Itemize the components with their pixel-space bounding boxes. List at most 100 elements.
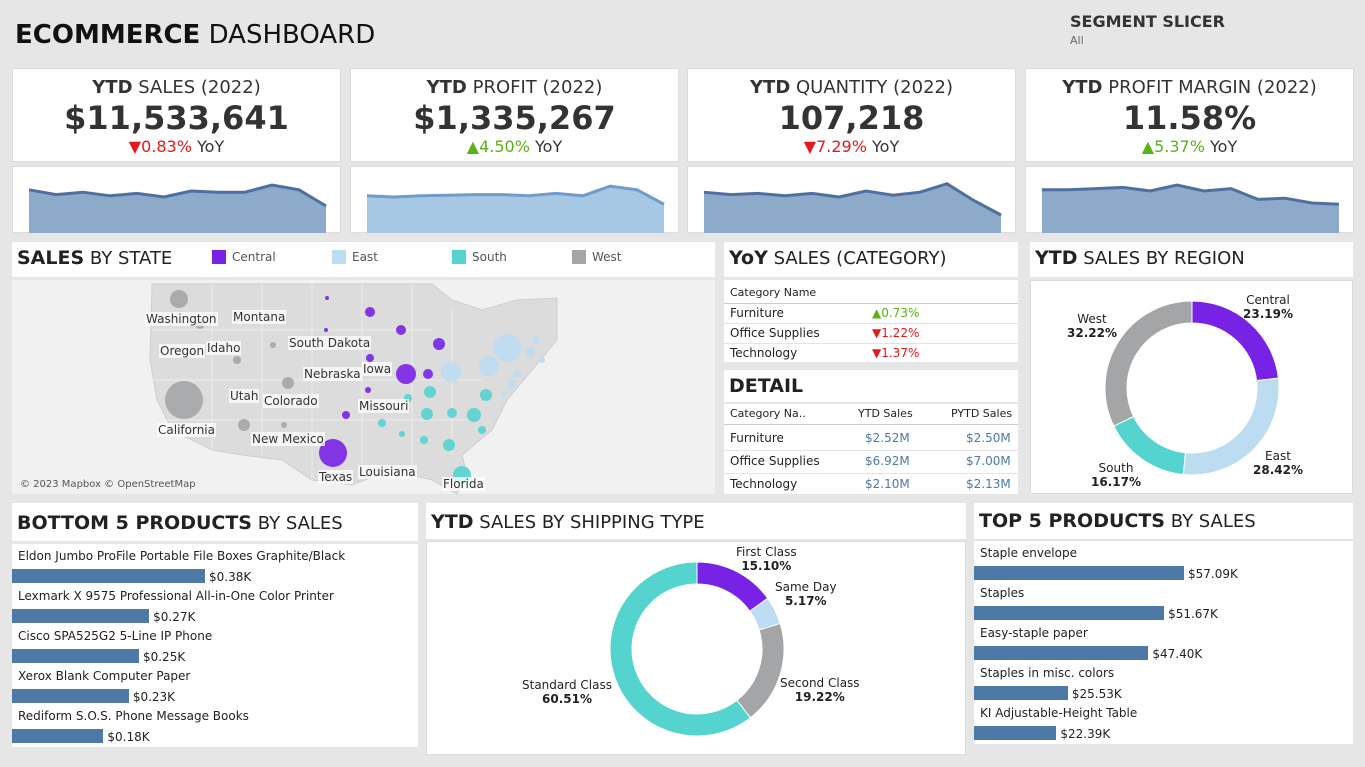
product-value: $0.25K [142,650,186,664]
legend-east[interactable]: East [332,250,378,264]
product-name: Staples [980,586,1025,600]
map-bubble[interactable] [441,362,461,382]
segment-slicer[interactable]: SEGMENT SLICER All [1070,12,1270,47]
map-bubble[interactable] [467,408,481,422]
legend-south[interactable]: South [452,250,507,264]
map-state-label: New Mexico [251,432,325,446]
category-name: Office Supplies [730,326,820,340]
kpi-sparkline[interactable] [350,166,679,233]
kpi-change: ▼0.83% [128,137,192,156]
kpi-sparkline[interactable] [12,166,341,233]
shipping-slice-second-class[interactable] [736,622,785,719]
product-bar[interactable] [12,729,104,743]
sparkline-area [29,185,326,233]
product-bar[interactable] [12,569,205,583]
sales-by-state-title-bold: SALES [17,247,85,269]
map-bubble[interactable] [433,338,445,350]
category-change: ▲0.73% [872,306,920,320]
kpi-title: YTD SALES (2022) [13,77,340,98]
map-bubble[interactable] [324,328,328,332]
legend-central[interactable]: Central [212,250,276,264]
shipping-slice-standard-class[interactable] [609,561,752,737]
map-bubble[interactable] [270,342,276,348]
map-state-label: Washington [145,312,218,326]
category-name: Technology [730,346,798,360]
detail-category: Technology [730,477,798,491]
kpi-change: ▲5.37% [1141,137,1205,156]
product-bar[interactable] [974,566,1184,580]
map-bubble[interactable] [478,426,486,434]
map-bubble[interactable] [281,422,287,428]
map-bubble[interactable] [399,431,405,437]
map-bubble[interactable] [447,408,457,418]
map-bubble[interactable] [404,394,412,402]
product-bar[interactable] [974,686,1068,700]
map-bubble[interactable] [480,389,492,401]
map-bubble[interactable] [342,411,350,419]
dashboard-title-rest: DASHBOARD [208,20,376,50]
sales-map[interactable]: Washington Montana Oregon Idaho South Dakota… [12,280,715,494]
map-bubble[interactable] [423,369,433,379]
map-bubble[interactable] [282,377,294,389]
product-name: Staples in misc. colors [980,666,1115,680]
detail-pytd: $2.13M [966,477,1011,491]
map-bubble[interactable] [420,436,428,444]
kpi-value: 11.58% [1122,99,1257,137]
kpi-sparkline[interactable] [687,166,1016,233]
product-bar[interactable] [974,646,1149,660]
region-donut[interactable] [1031,281,1354,495]
map-bubble[interactable] [396,325,406,335]
map-bubble[interactable] [501,391,507,397]
product-bar[interactable] [974,606,1165,620]
table-row: Furniture ▲0.73% [724,303,1018,324]
shipping-donut[interactable] [427,542,967,756]
map-bubble[interactable] [513,370,521,378]
kpi-change: ▼7.29% [803,137,867,156]
map-bubble[interactable] [233,356,241,364]
product-bar[interactable] [12,609,150,623]
kpi-title-rest: SALES (2022) [138,77,261,98]
region-slice-west[interactable] [1104,300,1193,427]
map-bubble[interactable] [366,354,374,362]
map-state-label: Oregon [159,344,206,358]
map-bubble[interactable] [508,380,516,388]
kpi-title: YTD PROFIT (2022) [351,77,678,98]
product-bar[interactable] [12,689,129,703]
map-bubble[interactable] [378,419,386,427]
product-bar[interactable] [12,649,139,663]
map-bubble[interactable] [365,387,371,393]
table-row: Furniture $2.52M $2.50M [724,428,1018,451]
map-bubble[interactable] [479,356,499,376]
map-bubble[interactable] [396,364,416,384]
map-bubble[interactable] [170,290,188,308]
map-bubble[interactable] [165,381,203,419]
kpi-sparkline[interactable] [1025,166,1354,233]
legend-label: South [472,250,507,264]
region-label-central: Central 23.19% [1243,293,1293,321]
map-bubble[interactable] [421,408,433,420]
map-bubble[interactable] [325,296,329,300]
product-value: $57.09K [1188,567,1238,581]
shipping-donut-panel: First Class 15.10% Same Day 5.17% Second C… [426,541,966,755]
kpi-card: YTD PROFIT (2022) $1,335,267 ▲4.50% YoY [350,68,679,162]
region-title-rest: SALES BY REGION [1083,248,1245,269]
map-bubble[interactable] [365,307,375,317]
map-bubble[interactable] [443,439,455,451]
product-name: Rediform S.O.S. Phone Message Books [18,709,249,723]
map-state-label: Missouri [358,399,410,413]
detail-table: Category Na.. YTD Sales PYTD Sales Furni… [724,404,1018,497]
map-bubble[interactable] [493,334,521,362]
map-bubble[interactable] [238,419,250,431]
shipping-title: YTD SALES BY SHIPPING TYPE [431,511,705,533]
product-name: Eldon Jumbo ProFile Portable File Boxes … [18,549,346,563]
kpi-card: YTD SALES (2022) $11,533,641 ▼0.83% YoY [12,68,341,162]
map-bubble[interactable] [532,336,540,344]
shipping-label-first: First Class 15.10% [736,545,797,573]
map-bubble[interactable] [539,357,545,363]
map-bubble[interactable] [525,347,535,357]
legend-west[interactable]: West [572,250,622,264]
product-bar[interactable] [974,726,1057,740]
segment-slicer-value[interactable]: All [1070,34,1084,47]
product-value: $47.40K [1152,647,1203,661]
map-bubble[interactable] [424,386,436,398]
